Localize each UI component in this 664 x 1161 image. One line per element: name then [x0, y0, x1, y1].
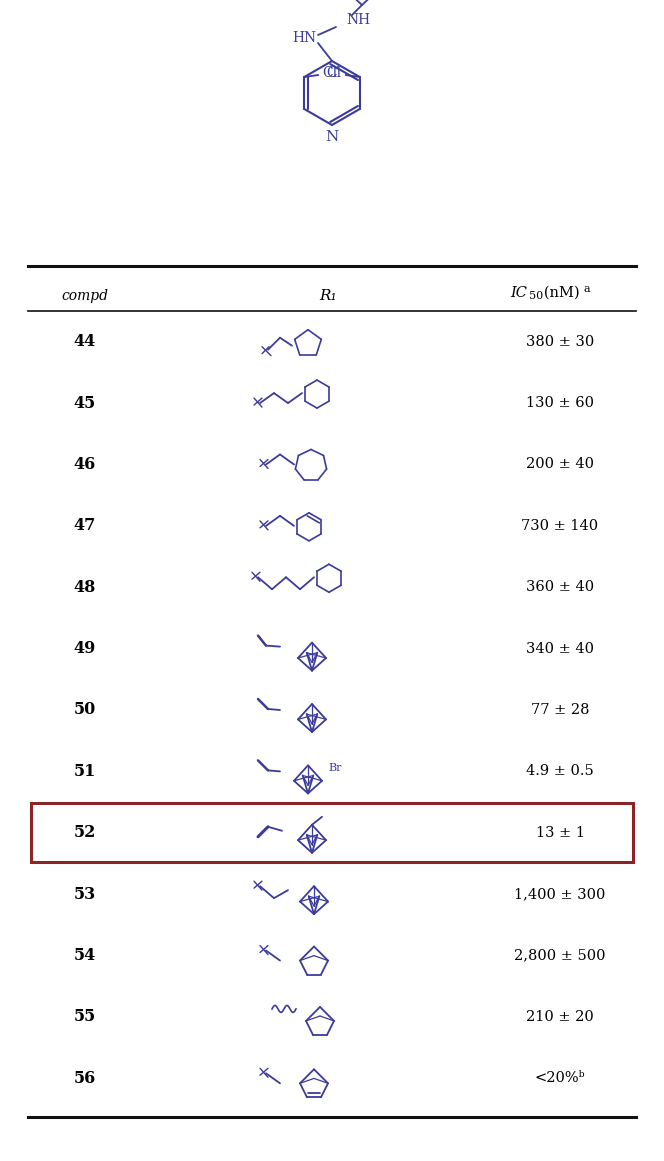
Text: 48: 48 [74, 578, 96, 596]
Text: 730 ± 140: 730 ± 140 [521, 519, 598, 533]
Text: 56: 56 [74, 1069, 96, 1087]
Text: 50: 50 [74, 701, 96, 719]
Text: 50: 50 [529, 291, 543, 301]
Text: 4.9 ± 0.5: 4.9 ± 0.5 [526, 764, 594, 778]
Text: IC: IC [510, 286, 527, 300]
Text: 2,800 ± 500: 2,800 ± 500 [514, 949, 606, 962]
Text: 45: 45 [74, 395, 96, 412]
Text: 210 ± 20: 210 ± 20 [526, 1010, 594, 1024]
Text: 77 ± 28: 77 ± 28 [531, 704, 589, 717]
Text: 340 ± 40: 340 ± 40 [526, 642, 594, 656]
Text: HN: HN [292, 31, 316, 45]
Text: NH: NH [346, 13, 370, 27]
Text: compd: compd [62, 289, 108, 303]
Text: <20%ᵇ: <20%ᵇ [535, 1072, 585, 1086]
Text: 44: 44 [74, 333, 96, 351]
Text: 53: 53 [74, 886, 96, 902]
Text: 380 ± 30: 380 ± 30 [526, 334, 594, 348]
Text: a: a [584, 284, 590, 294]
Text: 200 ± 40: 200 ± 40 [526, 457, 594, 471]
Text: 360 ± 40: 360 ± 40 [526, 580, 594, 594]
Text: 49: 49 [74, 640, 96, 657]
Text: 55: 55 [74, 1009, 96, 1025]
Text: Cl: Cl [326, 66, 341, 80]
Text: (nM): (nM) [541, 286, 580, 300]
Text: 13 ± 1: 13 ± 1 [535, 825, 584, 839]
Text: 52: 52 [74, 824, 96, 842]
Text: 47: 47 [74, 518, 96, 534]
Text: 130 ± 60: 130 ± 60 [526, 396, 594, 410]
Text: R₁: R₁ [319, 289, 337, 303]
Text: Br: Br [328, 764, 341, 773]
Text: N: N [325, 130, 339, 144]
Text: 1,400 ± 300: 1,400 ± 300 [515, 887, 606, 901]
Text: 51: 51 [74, 763, 96, 780]
Text: 54: 54 [74, 947, 96, 964]
Text: 46: 46 [74, 456, 96, 473]
Text: Cl: Cl [323, 66, 338, 80]
Bar [31, 803, 633, 863]
